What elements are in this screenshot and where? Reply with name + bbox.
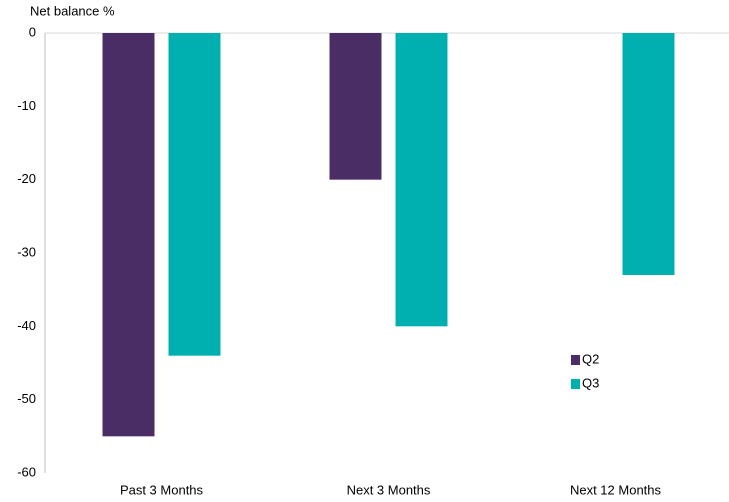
- y-tick-label: -40: [17, 318, 36, 333]
- bar: [168, 33, 221, 356]
- x-tick-label: Next 3 Months: [347, 482, 431, 497]
- bar: [329, 33, 382, 180]
- legend-swatch: [571, 355, 580, 365]
- y-tick-label: -30: [17, 244, 36, 259]
- legend-label: Q2: [582, 351, 599, 366]
- bar: [102, 33, 155, 437]
- y-tick-label: 0: [29, 24, 36, 39]
- legend-swatch: [571, 379, 580, 389]
- bar: [395, 33, 448, 327]
- x-tick-label: Past 3 Months: [120, 482, 204, 497]
- y-tick-label: -10: [17, 98, 36, 113]
- y-axis-label: Net balance %: [30, 3, 115, 18]
- x-tick-label: Next 12 Months: [570, 482, 662, 497]
- y-tick-label: -50: [17, 391, 36, 406]
- y-tick-label: -60: [17, 464, 36, 479]
- bar: [622, 33, 675, 275]
- legend-label: Q3: [582, 375, 599, 390]
- y-tick-label: -20: [17, 171, 36, 186]
